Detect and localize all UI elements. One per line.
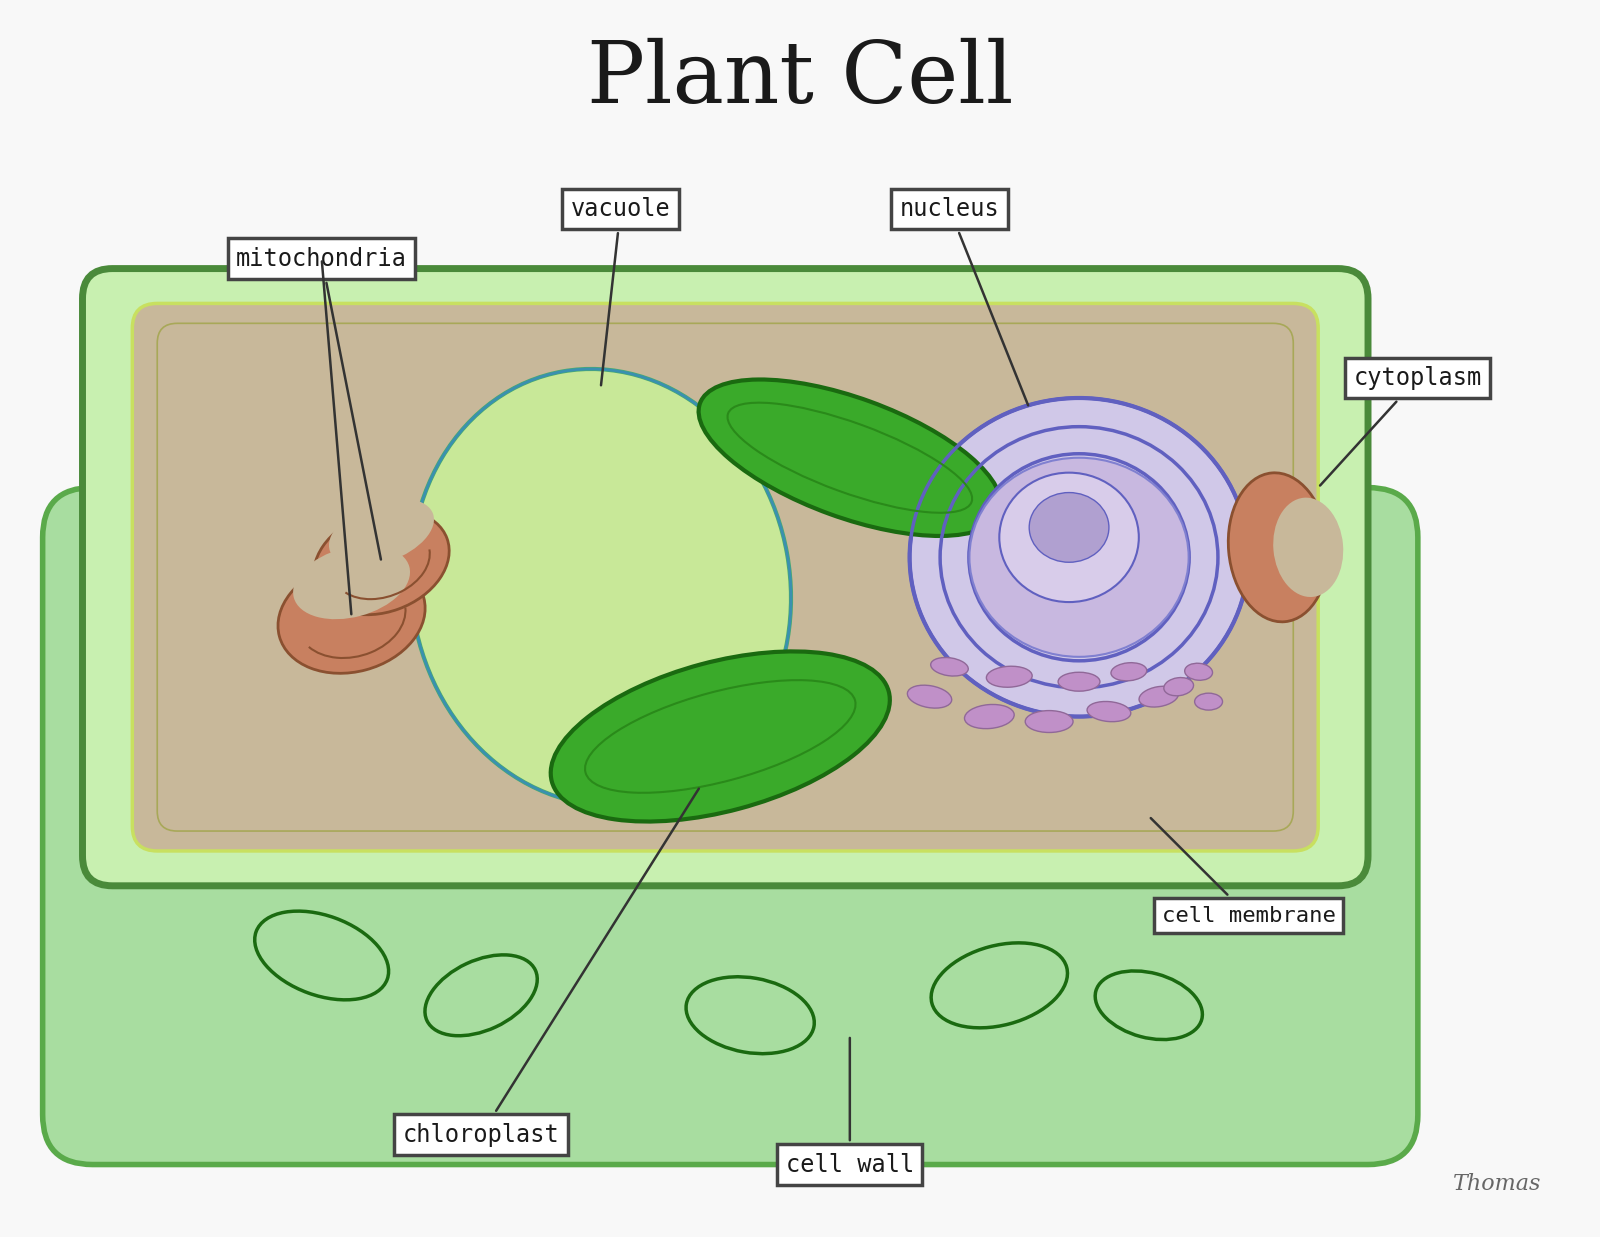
Text: cell membrane: cell membrane — [1150, 818, 1336, 925]
Text: Plant Cell: Plant Cell — [587, 38, 1013, 121]
Text: Thomas: Thomas — [1453, 1174, 1542, 1195]
Ellipse shape — [1026, 710, 1074, 732]
Ellipse shape — [986, 667, 1032, 688]
Ellipse shape — [1229, 473, 1328, 622]
Ellipse shape — [1139, 687, 1179, 708]
Ellipse shape — [931, 658, 968, 677]
Ellipse shape — [410, 369, 790, 805]
Ellipse shape — [1195, 693, 1222, 710]
FancyBboxPatch shape — [43, 487, 1418, 1164]
Ellipse shape — [1184, 663, 1213, 680]
Ellipse shape — [970, 458, 1189, 657]
Text: mitochondria: mitochondria — [237, 246, 406, 559]
Ellipse shape — [965, 704, 1014, 729]
Ellipse shape — [330, 499, 434, 567]
Ellipse shape — [910, 398, 1248, 716]
Ellipse shape — [1029, 492, 1109, 563]
FancyBboxPatch shape — [83, 268, 1368, 886]
Ellipse shape — [293, 546, 410, 620]
Ellipse shape — [1163, 678, 1194, 695]
Text: chloroplast: chloroplast — [403, 789, 699, 1147]
FancyBboxPatch shape — [133, 303, 1318, 851]
Ellipse shape — [1058, 672, 1099, 691]
Ellipse shape — [550, 652, 890, 821]
Text: cytoplasm: cytoplasm — [1320, 366, 1482, 486]
Ellipse shape — [1110, 663, 1147, 680]
Ellipse shape — [314, 510, 450, 615]
Ellipse shape — [1086, 701, 1131, 721]
Ellipse shape — [699, 380, 1002, 536]
Text: nucleus: nucleus — [899, 197, 1029, 406]
Ellipse shape — [907, 685, 952, 708]
Text: vacuole: vacuole — [571, 197, 670, 385]
Text: cell wall: cell wall — [786, 1038, 914, 1176]
Ellipse shape — [278, 560, 426, 673]
Ellipse shape — [1274, 497, 1344, 597]
Ellipse shape — [1000, 473, 1139, 602]
